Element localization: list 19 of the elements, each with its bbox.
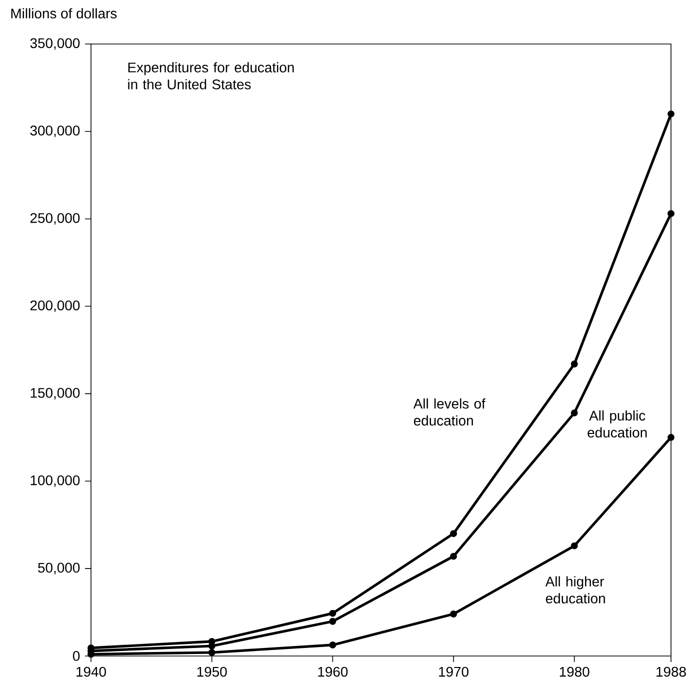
text: Expenditures for education in the United States xyxy=(128,62,294,90)
y-tick-label: 50,000 xyxy=(38,562,80,574)
x-tick-label: 1960 xyxy=(318,666,348,677)
y-tick-label: 0 xyxy=(72,651,80,661)
y-tick-label: 100,000 xyxy=(30,475,80,487)
y-tick-label: 300,000 xyxy=(30,126,80,138)
series-label: All higher education xyxy=(545,576,605,604)
y-tick-label: 150,000 xyxy=(30,388,80,400)
x-tick-label: 1970 xyxy=(439,666,468,677)
y-tick-label: 250,000 xyxy=(30,213,80,225)
x-tick-label: 1940 xyxy=(76,666,106,677)
x-tick-label: 1950 xyxy=(197,666,227,677)
y-tick-label: 200,000 xyxy=(30,300,80,312)
x-tick-label: 1980 xyxy=(560,666,590,677)
x-tick-label: 1988 xyxy=(656,666,686,677)
series-label: All public education xyxy=(588,410,647,438)
y-tick-label: 350,000 xyxy=(30,38,80,50)
text: All levels of education xyxy=(413,398,486,426)
y-axis-title: Millions of dollars xyxy=(11,8,117,18)
